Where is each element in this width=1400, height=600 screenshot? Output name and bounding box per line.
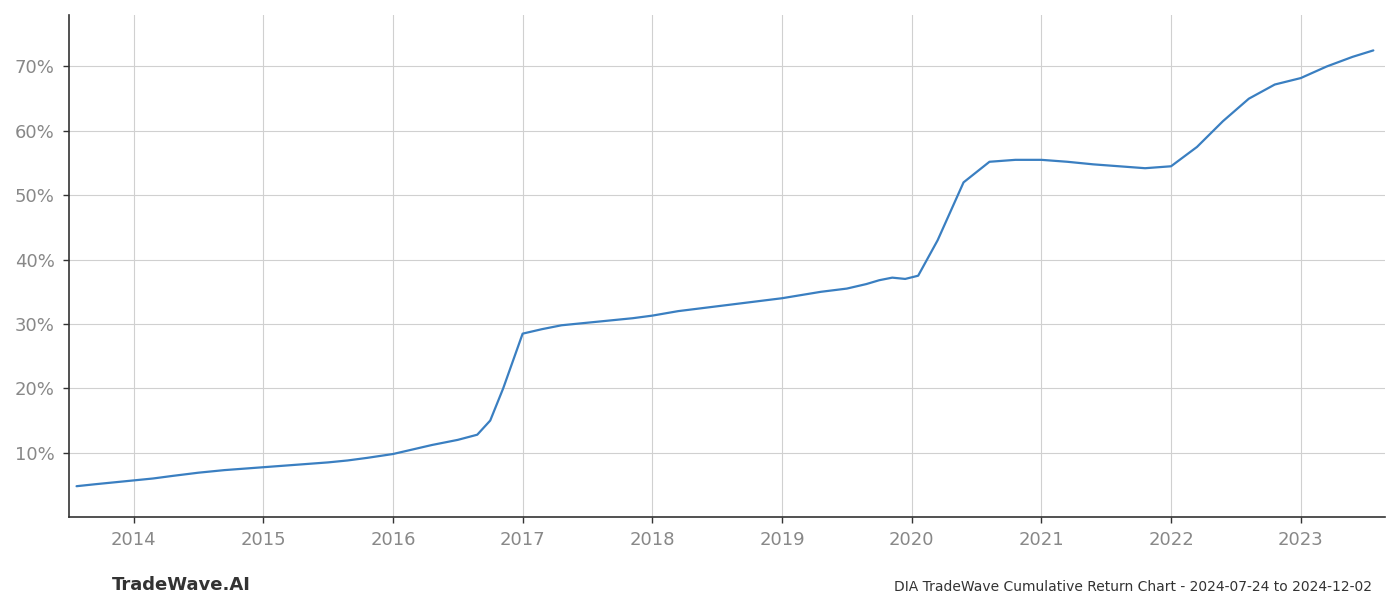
Text: DIA TradeWave Cumulative Return Chart - 2024-07-24 to 2024-12-02: DIA TradeWave Cumulative Return Chart - … <box>895 580 1372 594</box>
Text: TradeWave.AI: TradeWave.AI <box>112 576 251 594</box>
